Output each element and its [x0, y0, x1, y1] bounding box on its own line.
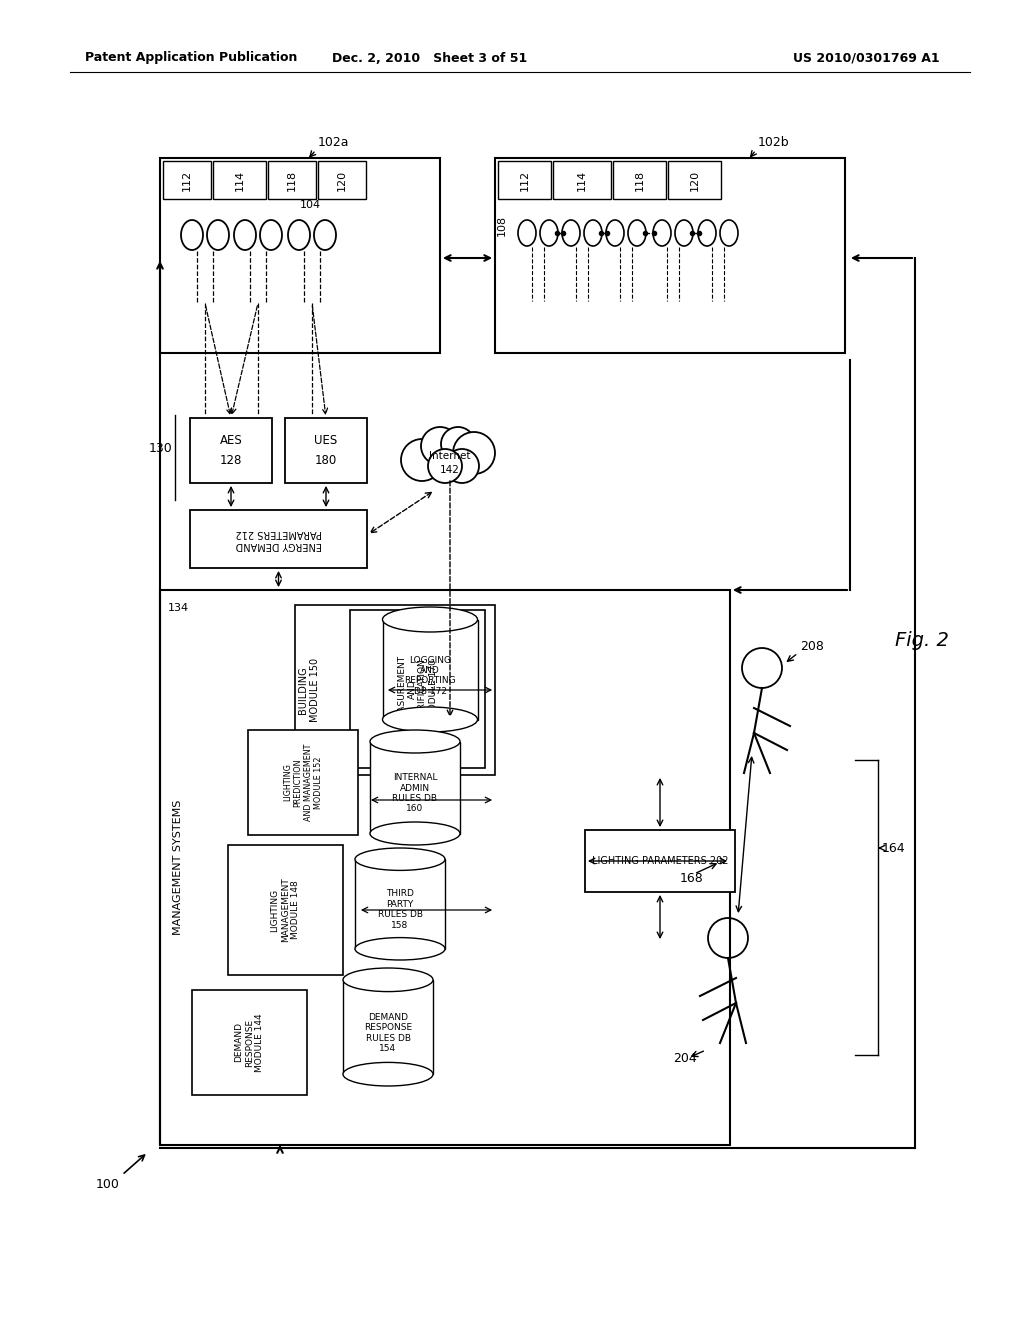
Text: LOGGING
AND
REPORTING
DB 172: LOGGING AND REPORTING DB 172 [404, 656, 456, 696]
Text: 120: 120 [689, 169, 699, 190]
FancyBboxPatch shape [160, 158, 440, 352]
Text: MEASUREMENT
AND
VERIFICATION
MODULE 170: MEASUREMENT AND VERIFICATION MODULE 170 [397, 655, 437, 723]
Text: LIGHTING
PREDICTION
AND MANAGEMENT
MODULE 152: LIGHTING PREDICTION AND MANAGEMENT MODUL… [283, 743, 324, 821]
FancyBboxPatch shape [318, 161, 366, 199]
Text: ENERGY DEMAND
PARAMETERS 212: ENERGY DEMAND PARAMETERS 212 [236, 528, 322, 550]
Ellipse shape [383, 708, 477, 733]
Text: 128: 128 [220, 454, 243, 467]
FancyBboxPatch shape [355, 859, 445, 949]
FancyBboxPatch shape [163, 161, 211, 199]
FancyBboxPatch shape [585, 830, 735, 892]
Text: 118: 118 [287, 169, 297, 190]
FancyBboxPatch shape [495, 158, 845, 352]
Text: Patent Application Publication: Patent Application Publication [85, 51, 297, 65]
Circle shape [428, 449, 462, 483]
Text: 142: 142 [440, 465, 460, 475]
FancyBboxPatch shape [343, 979, 433, 1074]
Circle shape [401, 440, 443, 480]
Circle shape [421, 426, 459, 465]
Text: LIGHTING PARAMETERS 202: LIGHTING PARAMETERS 202 [592, 855, 728, 866]
Ellipse shape [370, 730, 460, 752]
Text: INTERNAL
ADMIN
RULES DB
160: INTERNAL ADMIN RULES DB 160 [392, 774, 437, 813]
Text: Dec. 2, 2010   Sheet 3 of 51: Dec. 2, 2010 Sheet 3 of 51 [333, 51, 527, 65]
Ellipse shape [355, 937, 445, 960]
FancyBboxPatch shape [190, 510, 367, 568]
Text: 130: 130 [148, 441, 172, 454]
FancyBboxPatch shape [383, 619, 477, 719]
FancyBboxPatch shape [668, 161, 721, 199]
FancyBboxPatch shape [498, 161, 551, 199]
Text: 112: 112 [182, 169, 193, 190]
Text: 114: 114 [577, 169, 587, 190]
FancyBboxPatch shape [190, 418, 272, 483]
Text: 100: 100 [96, 1179, 120, 1192]
Circle shape [453, 432, 495, 474]
Text: 102a: 102a [318, 136, 349, 149]
Text: 168: 168 [680, 871, 703, 884]
Ellipse shape [370, 822, 460, 845]
Text: 120: 120 [337, 169, 347, 190]
Text: 108: 108 [497, 214, 507, 235]
Text: 114: 114 [234, 169, 245, 190]
Text: 112: 112 [519, 169, 529, 190]
Ellipse shape [355, 847, 445, 870]
Text: AES: AES [219, 433, 243, 446]
Text: LIGHTING
MANAGEMENT
MODULE 148: LIGHTING MANAGEMENT MODULE 148 [270, 878, 300, 942]
Ellipse shape [383, 607, 477, 632]
Circle shape [441, 426, 475, 461]
Text: 134: 134 [168, 603, 188, 612]
FancyBboxPatch shape [193, 990, 307, 1096]
FancyBboxPatch shape [553, 161, 611, 199]
Ellipse shape [343, 1063, 433, 1086]
Text: 208: 208 [800, 639, 824, 652]
Text: MANAGEMENT SYSTEMS: MANAGEMENT SYSTEMS [173, 800, 183, 935]
Text: Fig. 2: Fig. 2 [895, 631, 949, 649]
Text: THIRD
PARTY
RULES DB
158: THIRD PARTY RULES DB 158 [378, 890, 423, 929]
FancyBboxPatch shape [228, 845, 343, 975]
Text: UES: UES [314, 433, 338, 446]
FancyBboxPatch shape [350, 610, 485, 768]
FancyBboxPatch shape [213, 161, 266, 199]
Text: 180: 180 [314, 454, 337, 467]
Text: 104: 104 [299, 201, 321, 210]
FancyBboxPatch shape [248, 730, 358, 836]
FancyBboxPatch shape [160, 590, 730, 1144]
FancyBboxPatch shape [613, 161, 666, 199]
Text: BUILDING
MODULE 150: BUILDING MODULE 150 [298, 657, 319, 722]
Text: DEMAND
RESPONSE
RULES DB
154: DEMAND RESPONSE RULES DB 154 [364, 1012, 412, 1053]
FancyBboxPatch shape [285, 418, 367, 483]
Text: 164: 164 [882, 842, 905, 854]
FancyBboxPatch shape [268, 161, 316, 199]
Text: 204: 204 [673, 1052, 696, 1064]
Text: Internet: Internet [429, 451, 471, 461]
Text: 118: 118 [635, 169, 644, 190]
Text: DEMAND
RESPONSE
MODULE 144: DEMAND RESPONSE MODULE 144 [234, 1014, 264, 1072]
Circle shape [445, 449, 479, 483]
FancyBboxPatch shape [295, 605, 495, 775]
FancyBboxPatch shape [370, 742, 460, 833]
Text: US 2010/0301769 A1: US 2010/0301769 A1 [794, 51, 940, 65]
Ellipse shape [343, 968, 433, 991]
Text: 102b: 102b [758, 136, 790, 149]
